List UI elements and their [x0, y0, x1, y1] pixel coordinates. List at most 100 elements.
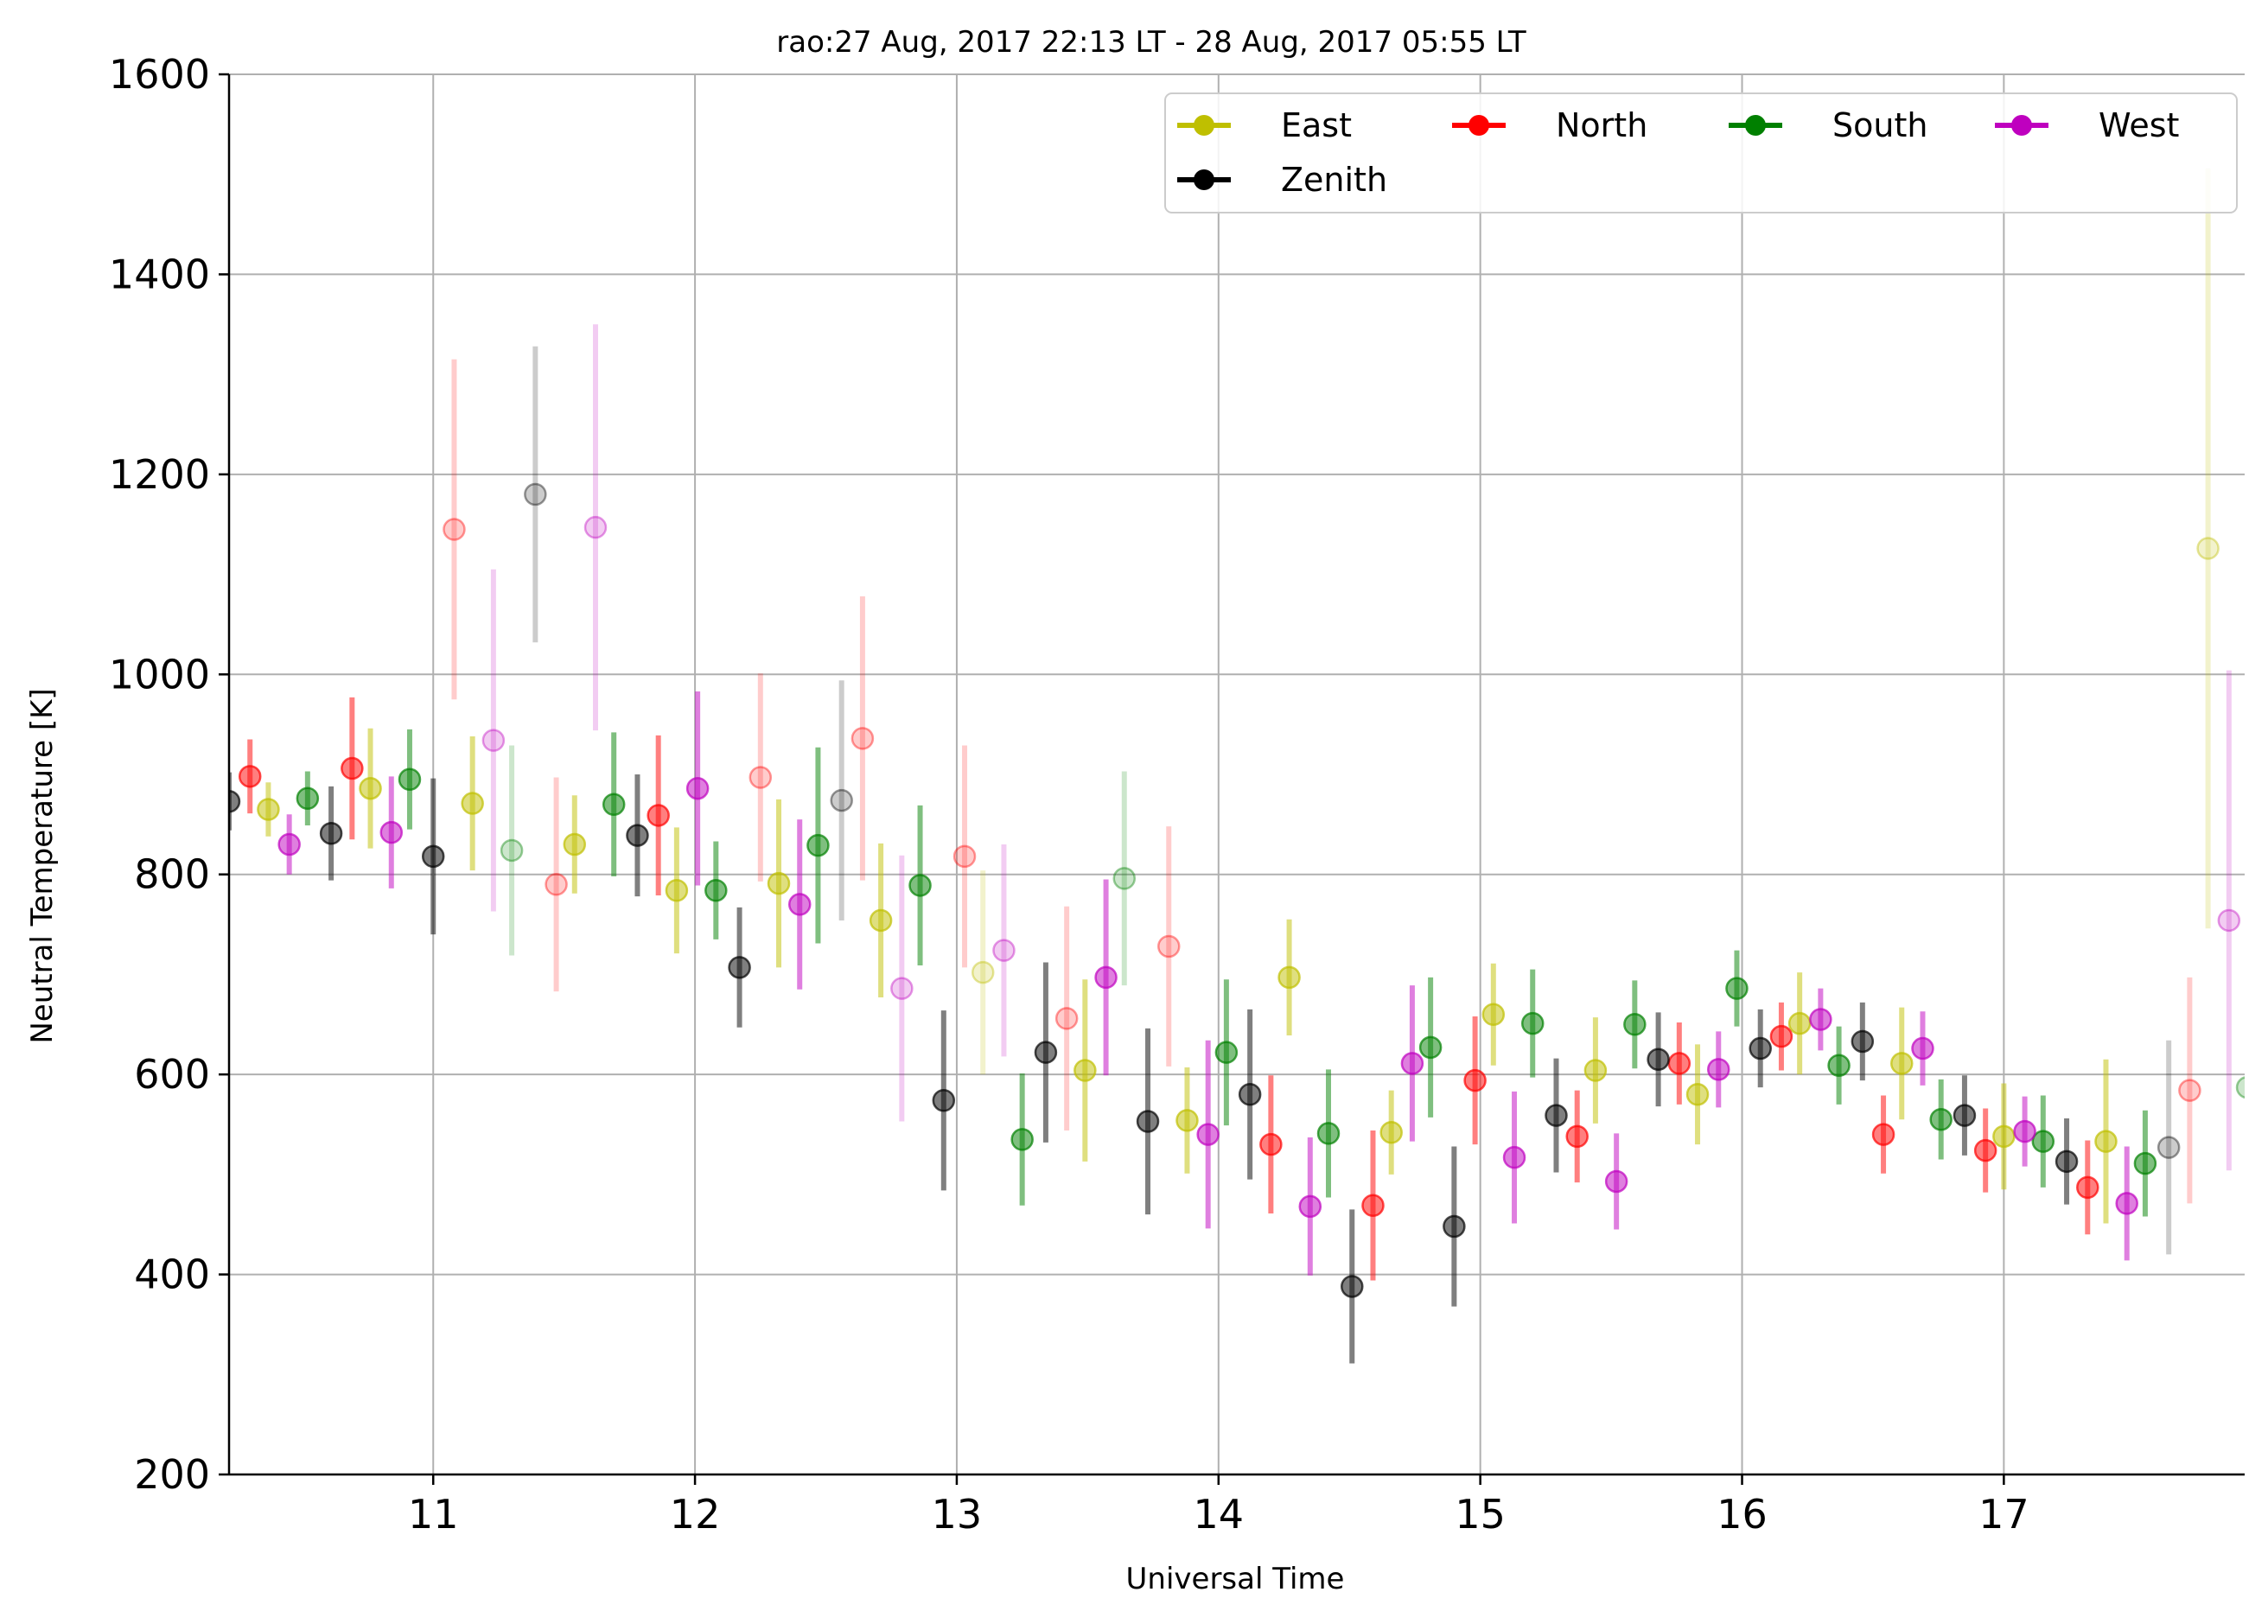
data-point — [238, 765, 262, 788]
series-east — [257, 168, 2220, 1224]
data-point — [1418, 1035, 1443, 1060]
data-point — [1341, 1275, 1364, 1298]
data-point — [1827, 1054, 1851, 1077]
legend-marker — [1194, 169, 1214, 190]
y-tick-label: 600 — [134, 1051, 210, 1098]
data-point — [2196, 537, 2220, 560]
series-south — [296, 729, 2245, 1217]
data-point — [830, 788, 853, 812]
legend-label: South — [1832, 106, 1927, 144]
data-point — [1073, 1059, 1097, 1082]
legend-label: North — [1556, 106, 1647, 144]
data-points — [229, 168, 2245, 1364]
data-point — [1929, 1107, 1953, 1131]
data-point — [1685, 1083, 1710, 1106]
data-point — [1196, 1123, 1220, 1146]
legend-item-north: North — [1452, 106, 1647, 144]
data-point — [1707, 1058, 1730, 1081]
data-point — [1851, 1029, 1875, 1054]
data-point — [1481, 1003, 1506, 1026]
data-point — [1583, 1059, 1608, 1082]
data-point — [524, 482, 547, 506]
data-point — [1463, 1068, 1487, 1092]
data-point — [1890, 1052, 1914, 1075]
data-point — [1054, 1007, 1079, 1030]
data-point — [1034, 1041, 1058, 1064]
x-tick-label: 14 — [1194, 1491, 1245, 1538]
data-point — [359, 776, 382, 800]
data-point — [1749, 1036, 1772, 1060]
data-point — [2115, 1192, 2138, 1215]
legend: East North South West Zenith — [1164, 92, 2238, 213]
y-tick-label: 800 — [134, 851, 210, 898]
data-point — [1214, 1041, 1239, 1064]
data-point — [2133, 1151, 2157, 1175]
data-point — [2157, 1136, 2181, 1159]
legend-label: Zenith — [1281, 161, 1387, 199]
data-point — [2217, 908, 2241, 933]
data-point — [952, 844, 977, 869]
grid — [229, 73, 2245, 1475]
data-point — [398, 767, 422, 792]
data-point — [379, 820, 404, 844]
legend-marker — [1468, 115, 1489, 136]
legend-label: West — [2099, 106, 2179, 144]
data-point — [1871, 1123, 1895, 1146]
data-point — [2013, 1119, 2036, 1143]
data-point — [1443, 1214, 1466, 1239]
data-point — [1973, 1138, 1997, 1162]
data-point — [296, 787, 320, 811]
legend-item-west: West — [1995, 106, 2179, 144]
data-point — [1520, 1011, 1545, 1035]
data-point — [1647, 1048, 1670, 1072]
data-point — [2178, 1079, 2201, 1102]
data-point — [1565, 1124, 1589, 1149]
data-point — [1623, 1013, 1647, 1036]
data-point — [277, 832, 301, 857]
y-tick-label: 200 — [134, 1451, 210, 1498]
data-point — [1604, 1169, 1628, 1194]
data-point — [1667, 1052, 1691, 1075]
data-point — [704, 878, 728, 902]
data-point — [932, 1088, 956, 1112]
data-point — [992, 939, 1016, 962]
data-point — [1361, 1194, 1385, 1217]
data-point — [443, 518, 466, 541]
legend-marker — [1194, 115, 1214, 136]
data-point — [1400, 1052, 1424, 1075]
data-point — [1094, 965, 1118, 990]
data-point — [1175, 1109, 1199, 1132]
data-point — [1010, 1128, 1034, 1151]
data-point — [850, 727, 875, 750]
data-point — [500, 838, 524, 863]
data-point — [1911, 1036, 1934, 1060]
x-axis-label: Universal Time — [1126, 1562, 1345, 1596]
data-point — [583, 515, 608, 539]
data-point — [1259, 1132, 1283, 1156]
data-point — [545, 873, 568, 896]
legend-frame — [1164, 92, 2238, 213]
data-point — [1277, 965, 1301, 990]
data-point — [1112, 867, 1137, 890]
series-west — [277, 324, 2241, 1276]
data-point — [890, 977, 914, 1000]
data-point — [602, 793, 626, 816]
data-point — [481, 729, 506, 752]
data-point — [869, 908, 893, 933]
data-point — [229, 789, 241, 813]
data-point — [1298, 1194, 1322, 1219]
data-point — [665, 878, 689, 902]
x-tick-label: 16 — [1717, 1491, 1768, 1538]
legend-marker — [2011, 115, 2032, 136]
data-point — [728, 956, 751, 979]
data-point — [1545, 1104, 1568, 1127]
data-point — [257, 798, 280, 821]
data-point — [421, 844, 445, 869]
y-tick-label: 1200 — [109, 451, 210, 498]
x-tick-label: 13 — [932, 1491, 983, 1538]
data-point — [908, 874, 932, 897]
y-axis-label: Neutral Temperature [K] — [25, 688, 60, 1043]
data-point — [1992, 1124, 2016, 1149]
x-tick-label: 15 — [1455, 1491, 1506, 1538]
data-point — [626, 824, 649, 847]
